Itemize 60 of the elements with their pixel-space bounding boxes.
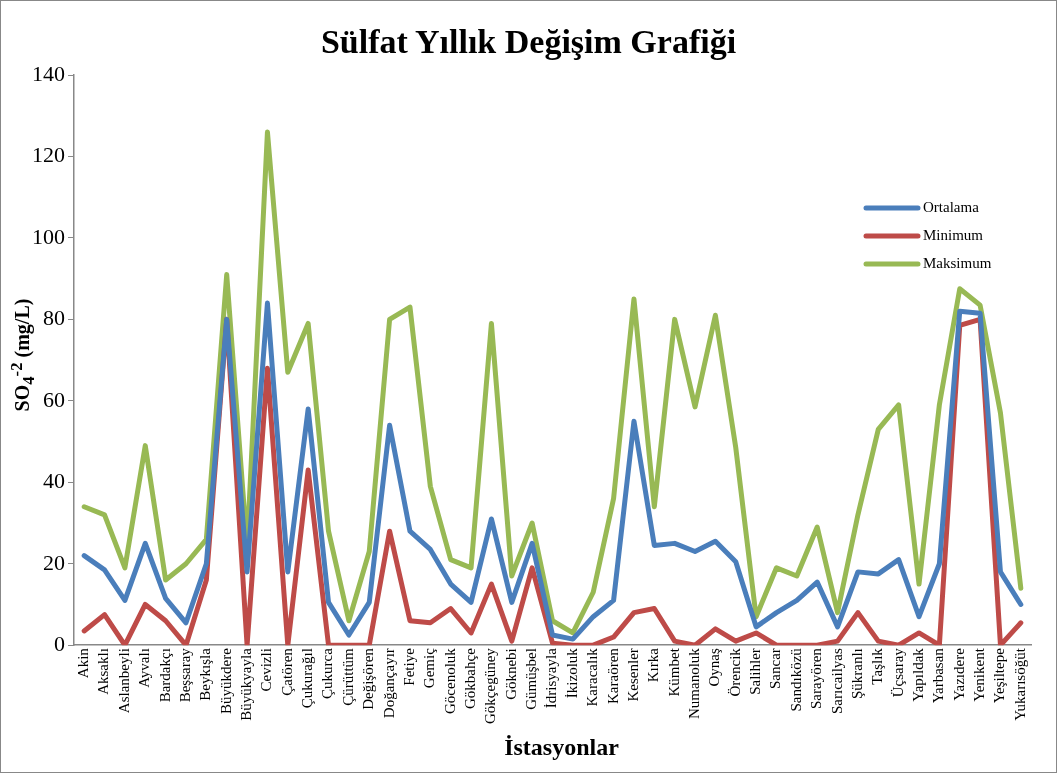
x-tick-label: Örencik <box>726 647 743 697</box>
x-tick-label: İdrisyayla <box>543 647 560 709</box>
y-tick-label: 40 <box>43 468 65 494</box>
x-tick-label: Beykışla <box>197 647 214 701</box>
x-tick-label: Ayvalı <box>136 648 153 688</box>
y-tick-label: 100 <box>32 223 65 249</box>
x-tick-label: Yeşiltepe <box>991 647 1008 704</box>
x-tick-label: Beşsaray <box>176 647 193 703</box>
x-tick-label: Karacalık <box>584 647 601 707</box>
x-tick-label: Akin <box>75 647 92 679</box>
x-tick-label: Kümbet <box>665 647 682 697</box>
y-tick-label: 140 <box>32 60 65 86</box>
x-tick-label: Cevizli <box>258 648 275 692</box>
x-tick-label: Göcenoluk <box>441 647 458 715</box>
x-tick-label: Yukarısöğüt <box>1011 647 1028 721</box>
x-tick-label: Kesenler <box>624 648 641 702</box>
x-tick-label: Gökbahçe <box>461 647 478 710</box>
x-tick-label: Aslanbeyli <box>115 648 132 714</box>
x-tick-label: Çukurca <box>319 647 336 700</box>
x-tick-label: Sancar <box>767 648 784 690</box>
legend-label: Ortalama <box>923 198 980 215</box>
x-tick-label: Yarbasan <box>930 647 947 704</box>
y-tick-label: 60 <box>43 386 65 412</box>
x-tick-label: Gökçegüney <box>482 647 499 725</box>
x-tick-label: İkizoluk <box>563 647 580 699</box>
y-tick-label: 80 <box>43 305 65 331</box>
x-tick-label: Bardakçı <box>156 648 173 703</box>
y-tick-label: 120 <box>32 142 65 168</box>
legend-label: Maksimum <box>923 254 992 271</box>
x-tick-label: Doğançayır <box>380 648 397 719</box>
x-tick-label: Yenikent <box>971 647 988 702</box>
x-tick-label: Taşlık <box>869 647 886 685</box>
x-axis-title: İstasyonlar <box>503 734 620 761</box>
x-tick-label: Çürüttüm <box>339 647 356 706</box>
x-tick-label: Sarayören <box>808 647 825 710</box>
x-tick-label: Salihler <box>747 648 764 695</box>
x-tick-label: Büyükdere <box>217 647 234 715</box>
x-tick-label: Sandıközü <box>787 647 804 712</box>
chart-title: Sülfat Yıllık Değişim Grafiği <box>319 23 738 61</box>
y-tick-label: 0 <box>54 630 65 656</box>
y-tick-label: 20 <box>43 549 65 575</box>
x-tick-label: Çukurağıl <box>299 648 316 709</box>
x-tick-label: Fetiye <box>400 647 417 686</box>
x-tick-label: Şükranlı <box>848 648 865 700</box>
x-tick-label: Çatören <box>278 647 295 696</box>
x-tick-label: Karaören <box>604 647 621 704</box>
x-tick-label: Numanoluk <box>685 647 702 720</box>
x-tick-label: Büyükyayla <box>238 647 255 721</box>
x-tick-label: Üçsaray <box>889 647 906 698</box>
x-tick-label: Kırka <box>645 647 662 683</box>
x-tick-label: Gemiç <box>421 647 438 689</box>
x-tick-label: Yapıldak <box>909 647 926 702</box>
legend-label: Minimum <box>923 226 984 243</box>
x-tick-label: Aksaklı <box>95 648 112 695</box>
x-tick-label: Göknebi <box>502 648 519 700</box>
x-tick-label: Gümüşbel <box>523 648 540 710</box>
x-tick-label: Oynaş <box>706 648 723 687</box>
x-tick-label: Yazıdere <box>950 647 967 701</box>
x-tick-label: Sarıcailyas <box>828 648 845 715</box>
x-tick-label: Değişören <box>360 647 377 710</box>
